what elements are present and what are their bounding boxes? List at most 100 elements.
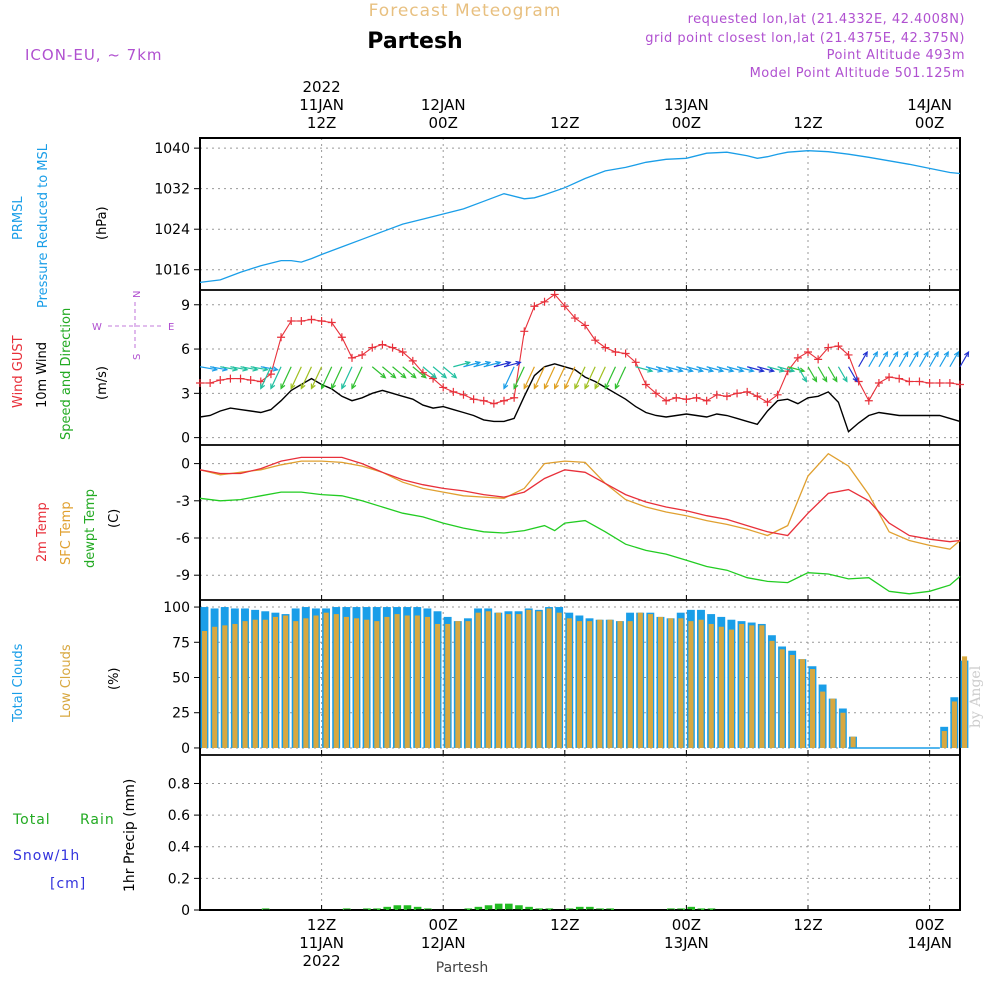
wind-arrow-head: [272, 366, 279, 372]
wind-arrow-shaft: [392, 366, 406, 379]
wind-arrow-shaft: [280, 366, 292, 389]
low-cloud-bar: [627, 621, 633, 748]
wind-arrow-head: [707, 367, 715, 373]
wind-arrow-shaft: [260, 366, 278, 371]
wind-arrow-head: [441, 372, 448, 379]
top-time-label: 00Z: [429, 114, 458, 132]
wind-arrow: [939, 350, 949, 368]
wind-arrow-head: [697, 367, 705, 373]
wind-arrow-head: [351, 383, 357, 390]
wind-arrow-shaft: [777, 366, 795, 372]
wind-arrow-head: [430, 372, 438, 379]
wind-arrow: [513, 366, 525, 390]
wind-arrow: [868, 350, 878, 368]
wind-arrow-head: [832, 376, 838, 383]
low-cloud-bar: [688, 621, 694, 748]
gust-point: [601, 343, 610, 352]
bottom-time-label: 14JAN: [907, 934, 952, 952]
wind-arrow-head: [420, 372, 427, 379]
low-cloud-bar: [850, 736, 856, 748]
wind-arrow: [533, 366, 546, 390]
wind-arrow-shaft: [584, 366, 596, 389]
bottom-time-label: 00Z: [429, 916, 458, 934]
low-cloud-bar: [617, 621, 623, 748]
rain-bar: [464, 908, 473, 910]
wind-arrow: [300, 366, 313, 390]
wind-arrow-shaft: [757, 366, 774, 372]
requested-coords: requested lon,lat (21.4332E, 42.4008N): [688, 12, 965, 27]
wind-arrow-shaft: [837, 366, 848, 382]
wind-arrow-shaft: [483, 361, 501, 368]
gust-point: [682, 395, 691, 404]
gust-point: [449, 387, 458, 396]
gust-point: [773, 390, 782, 399]
wind-arrow-shaft: [523, 366, 535, 389]
wind-arrow: [422, 366, 438, 379]
wind-arrow-shaft: [442, 366, 457, 379]
low-cloud-bar: [333, 614, 339, 748]
wind-arrow-shaft: [260, 366, 272, 389]
gust-point: [378, 340, 387, 349]
low-cloud-bar: [698, 619, 704, 748]
wind-frame: [199, 289, 961, 446]
gust-point: [733, 389, 742, 398]
gust-point: [337, 333, 346, 342]
wind-arrow: [351, 366, 363, 390]
model-label: ICON-EU, ~ 7km: [25, 46, 163, 64]
wind-arrow: [584, 366, 596, 390]
precip-ytick-label: 0.8: [168, 776, 190, 792]
wind-arrow: [392, 366, 407, 379]
wind-arrow-head: [604, 383, 610, 390]
clouds-ytick-label: 75: [172, 635, 190, 651]
wind-arrow-shaft: [959, 351, 970, 368]
gust-point: [358, 350, 367, 359]
wind-arrow-shaft: [513, 366, 525, 389]
temperature-series-dewpt-temp: [199, 491, 961, 595]
wind-arrow-shaft: [827, 366, 838, 382]
wind-arrow: [553, 366, 566, 390]
low-cloud-bar: [485, 611, 491, 748]
gust-point: [388, 343, 397, 352]
wind-arrow-shaft: [747, 366, 764, 372]
low-cloud-bar: [556, 612, 562, 748]
bottom-time-label: 00Z: [915, 916, 944, 934]
wind-arrow: [888, 350, 899, 368]
wind-arrow-shaft: [726, 366, 744, 372]
wind-arrow: [483, 360, 502, 368]
pressure-frame: [199, 137, 961, 291]
rain-bar: [505, 903, 513, 910]
wind-arrow-head: [933, 350, 939, 358]
wind-arrow-shaft: [676, 366, 693, 372]
wind-arrow: [686, 366, 705, 373]
precip-unit-label: 1hr Precip (mm): [122, 779, 138, 892]
wind-arrow: [706, 366, 725, 373]
wind-arrow: [341, 366, 353, 390]
wind-arrow-shaft: [503, 366, 515, 389]
wind-arrow-shaft: [503, 361, 521, 368]
wind-arrow-head: [341, 383, 347, 390]
wind-arrow: [382, 366, 397, 379]
gust-point: [712, 390, 721, 399]
gust-point: [895, 374, 904, 383]
rain-label: Rain: [80, 812, 115, 828]
low-cloud-bar: [739, 623, 745, 748]
gust-point: [915, 377, 924, 386]
wind-arrow-head: [768, 367, 776, 373]
wind-arrow-shaft: [767, 366, 785, 372]
wind-arrow: [473, 360, 492, 368]
precip-frame: [199, 754, 961, 911]
wind-arrow-shaft: [463, 361, 481, 368]
precip-ytick-label: 0.2: [168, 871, 190, 887]
gust-point: [905, 377, 914, 386]
wind-arrow-head: [505, 360, 512, 367]
gust-point: [510, 393, 519, 402]
gust-point: [459, 390, 468, 399]
low-cloud-bar: [202, 631, 208, 748]
wind-arrow-shaft: [706, 366, 724, 372]
pressure-panel: 1016 1024 1032 1040: [154, 137, 961, 291]
low-cloud-bar: [343, 616, 349, 748]
wind-arrow-head: [523, 383, 529, 390]
wind-arrow-head: [574, 383, 580, 390]
wind-arrow: [949, 350, 960, 368]
